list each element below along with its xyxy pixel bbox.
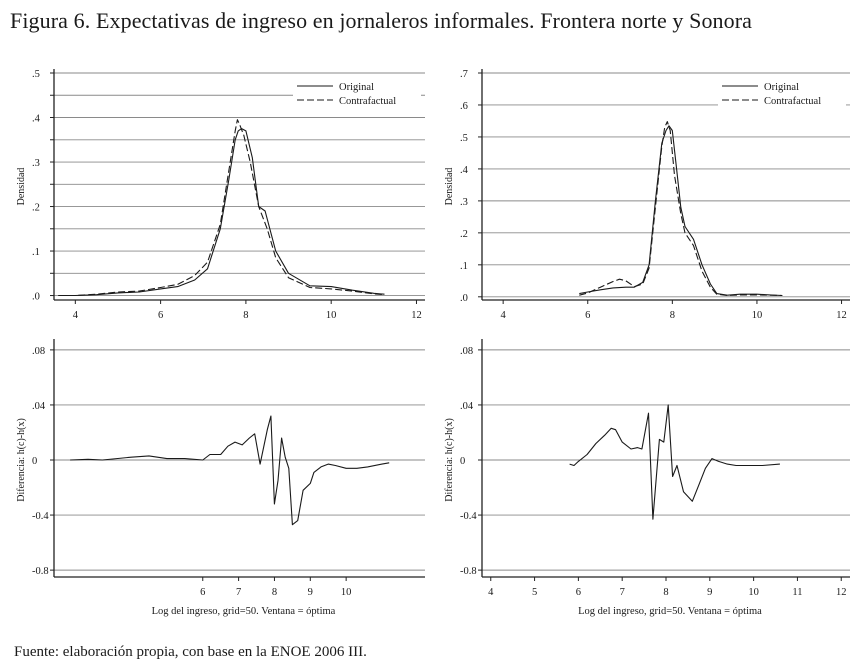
x-tick-label: 10 — [341, 587, 352, 598]
source-end: . — [363, 644, 367, 660]
x-tick-label: 8 — [663, 587, 668, 598]
source-enoe: ENOE — [270, 644, 311, 660]
legend-label-original: Original — [764, 82, 799, 93]
y-tick-label: .1 — [460, 261, 468, 272]
x-tick-label: 6 — [200, 587, 205, 598]
y-tick-label: .5 — [32, 69, 40, 80]
x-tick-label: 6 — [158, 310, 163, 321]
legend-label-original: Original — [339, 82, 374, 93]
difference-frontera-chart: -0.8 -0.4 0 .04 .08 6 7 8 9 10 Diferencia: h(c)-h(… — [16, 339, 425, 617]
x-tick-label: 12 — [836, 310, 847, 321]
legend-label-contrafactual: Contrafactual — [764, 96, 821, 107]
y-tick-label: .2 — [32, 203, 40, 214]
y-tick-label: .4 — [460, 165, 469, 176]
x-tick-label: 6 — [585, 310, 590, 321]
y-tick-label: .0 — [32, 292, 40, 303]
y-tick-label: .1 — [32, 247, 40, 258]
legend-box — [718, 77, 846, 107]
y-axis-label: Diferencia: h(c)-h(x) — [444, 418, 455, 502]
x-tick-label: 10 — [326, 310, 337, 321]
x-tick-label: 5 — [532, 587, 537, 598]
y-tick-label: 0 — [460, 456, 465, 467]
x-tick-label: 9 — [707, 587, 712, 598]
y-tick-label: .04 — [460, 401, 474, 412]
series-line-original — [58, 128, 385, 297]
y-tick-label: .2 — [460, 229, 468, 240]
x-tick-label: 8 — [670, 310, 675, 321]
density-sonora-chart: .0 .1 .2 .3 .4 .5 .6 .7 4 6 8 10 12 Densidad Original C… — [444, 69, 850, 321]
series-line-contrafactual — [579, 121, 783, 297]
x-tick-label: 11 — [792, 587, 802, 598]
y-tick-label: -0.4 — [460, 511, 477, 522]
x-tick-label: 8 — [243, 310, 248, 321]
x-tick-label: 4 — [73, 310, 79, 321]
x-tick-label: 9 — [308, 587, 313, 598]
y-axis-label: Densidad — [444, 168, 455, 206]
source-year: 2006 — [314, 644, 345, 660]
x-tick-label: 10 — [748, 587, 759, 598]
figure-title-text: Expectativas de ingreso en jornaleros in… — [95, 8, 753, 33]
x-tick-label: 4 — [488, 587, 494, 598]
x-tick-label: 12 — [836, 587, 847, 598]
x-tick-label: 12 — [411, 310, 422, 321]
x-tick-label: 8 — [272, 587, 277, 598]
y-tick-label: .04 — [32, 401, 46, 412]
y-tick-label: .08 — [32, 346, 45, 357]
y-tick-label: .3 — [32, 158, 40, 169]
density-frontera-chart: .0 .1 .2 .3 .4 .5 4 6 8 10 12 Densidad Original Contr… — [16, 69, 425, 321]
difference-sonora-chart: -0.8 -0.4 0 .04 .08 4 5 6 7 8 9 10 11 12 Diferencia: h… — [444, 339, 850, 617]
y-tick-label: .08 — [460, 346, 473, 357]
y-tick-label: .4 — [32, 114, 41, 125]
x-axis-label: Log del ingreso, grid=50. Ventana = ópti… — [578, 606, 762, 617]
x-axis-label: Log del ingreso, grid=50. Ventana = ópti… — [152, 606, 336, 617]
y-tick-label: .7 — [460, 69, 468, 80]
y-axis-label: Diferencia: h(c)-h(x) — [16, 418, 27, 502]
x-tick-label: 7 — [620, 587, 625, 598]
series-line-diferencia — [569, 404, 780, 520]
figure-number: Figura 6. — [10, 8, 91, 33]
series-line-contrafactual — [58, 119, 385, 297]
y-tick-label: .5 — [460, 133, 468, 144]
y-tick-label: -0.8 — [32, 566, 49, 577]
figure-title: Figura 6. Expectativas de ingreso en jor… — [10, 8, 752, 34]
source-prefix: Fuente: elaboración propia, con base en … — [14, 644, 267, 660]
y-tick-label: -0.4 — [32, 511, 49, 522]
y-axis-label: Densidad — [16, 168, 27, 206]
legend-box — [293, 77, 421, 107]
x-tick-label: 7 — [236, 587, 241, 598]
source-iii: III — [348, 644, 364, 660]
y-tick-label: .6 — [460, 101, 468, 112]
y-tick-label: .3 — [460, 197, 468, 208]
y-tick-label: 0 — [32, 456, 37, 467]
series-line-original — [579, 125, 783, 297]
series-line-diferencia — [70, 415, 390, 526]
x-tick-label: 6 — [576, 587, 581, 598]
x-tick-label: 4 — [501, 310, 507, 321]
y-tick-label: -0.8 — [460, 566, 477, 577]
figure-source: Fuente: elaboración propia, con base en … — [14, 644, 367, 661]
x-tick-label: 10 — [752, 310, 763, 321]
legend-label-contrafactual: Contrafactual — [339, 96, 396, 107]
y-tick-label: .0 — [460, 293, 468, 304]
